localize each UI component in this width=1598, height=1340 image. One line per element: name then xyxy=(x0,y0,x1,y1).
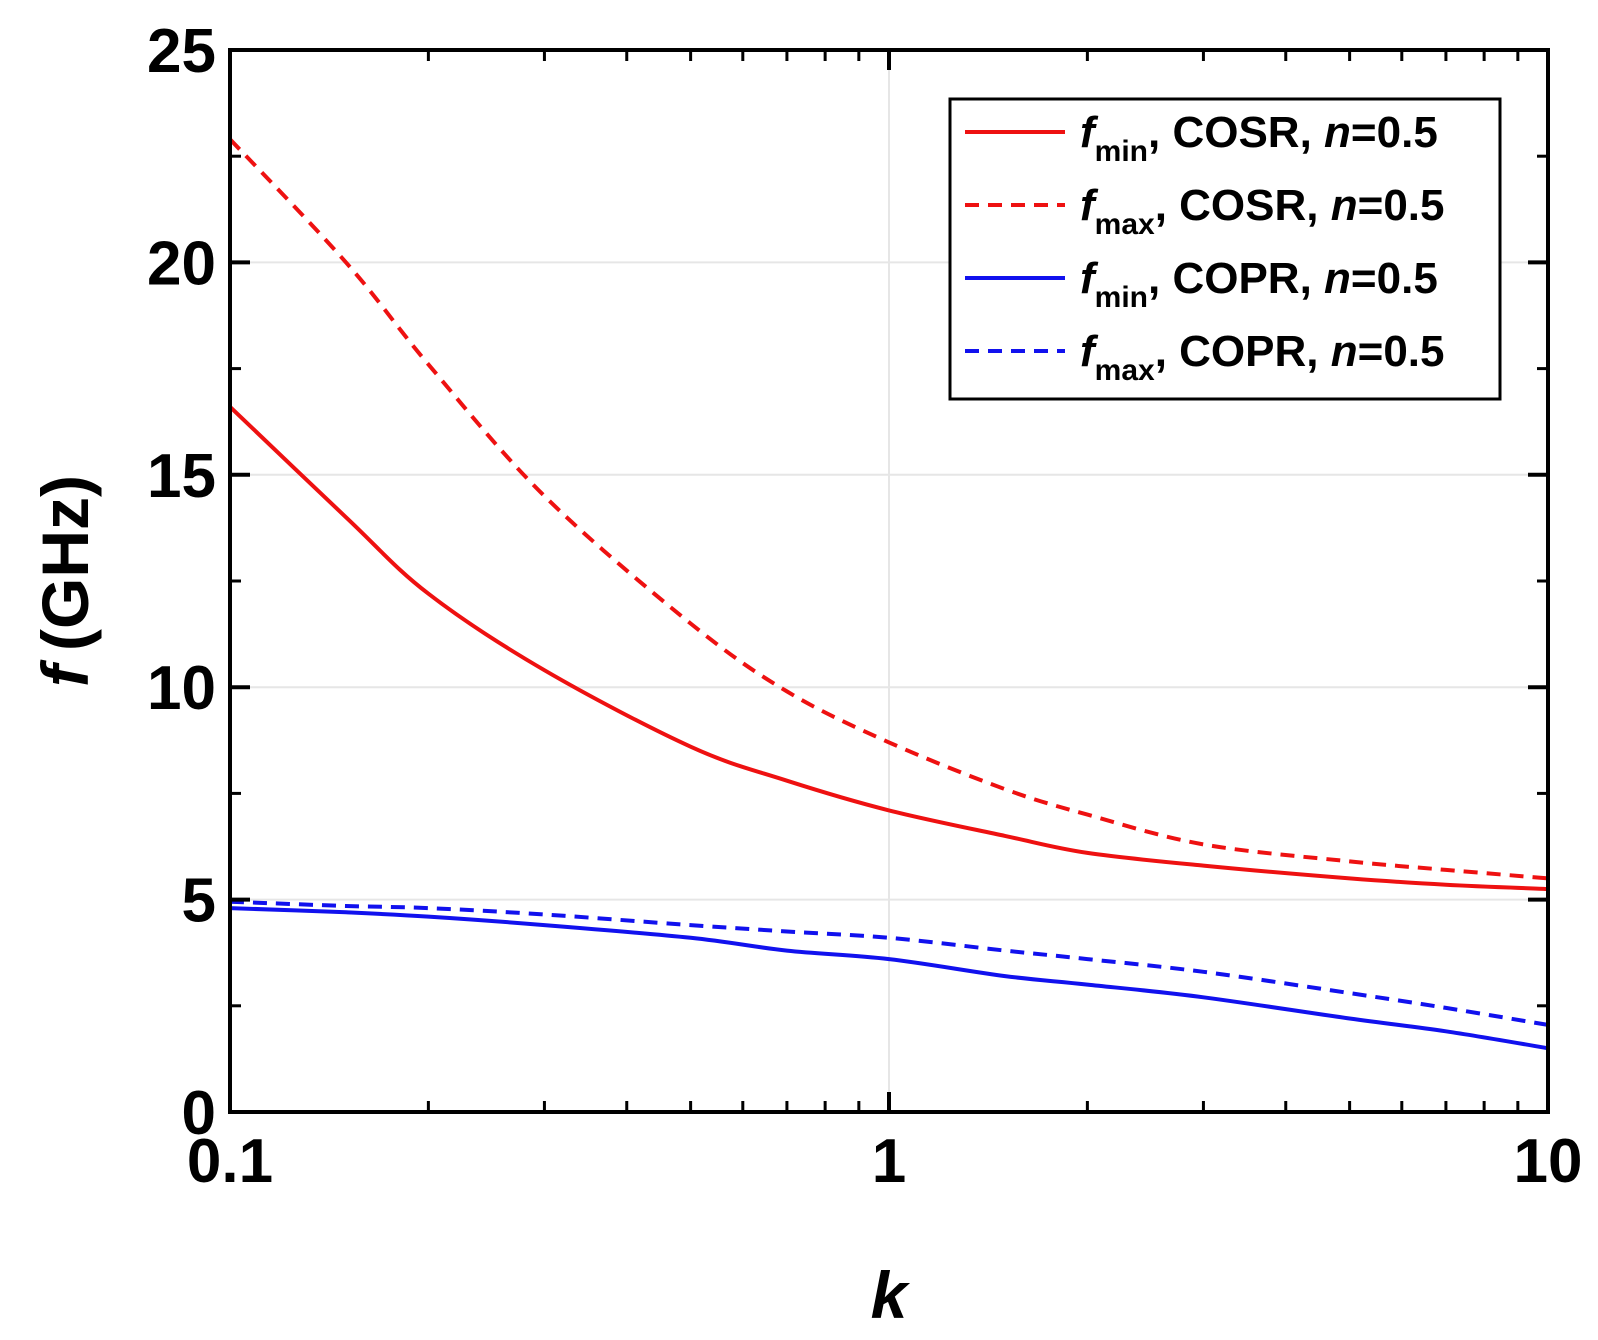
legend-param: n xyxy=(1324,254,1351,303)
legend-text: , COPR, xyxy=(1155,327,1331,376)
y-axis-label: f(GHz) xyxy=(28,475,102,687)
legend-var: f xyxy=(1080,108,1099,157)
legend-var: f xyxy=(1080,254,1099,303)
legend-sub: max xyxy=(1095,208,1155,241)
legend-param: n xyxy=(1331,327,1358,376)
y-tick-label: 0 xyxy=(182,1079,216,1148)
legend-label-3: fmin, COPR, n=0.5 xyxy=(1080,254,1438,314)
legend-param: n xyxy=(1324,108,1351,157)
series-group xyxy=(228,137,1549,1051)
ticks xyxy=(228,48,1550,1114)
x-tick-label: 10 xyxy=(1514,1127,1583,1196)
legend-sub: min xyxy=(1095,135,1148,168)
y-tick-label: 10 xyxy=(147,654,216,723)
series-line-3 xyxy=(229,906,1549,1051)
legend-label-4: fmax, COPR, n=0.5 xyxy=(1080,327,1445,387)
y-axis-label-unit: (GHz) xyxy=(28,475,102,651)
legend-label-1: fmin, COSR, n=0.5 xyxy=(1080,108,1438,168)
grid xyxy=(230,50,1548,1112)
series-line-1 xyxy=(228,405,1549,891)
x-tick-label: 1 xyxy=(872,1127,906,1196)
legend-var: f xyxy=(1080,181,1099,230)
legend-value: =0.5 xyxy=(1358,181,1445,230)
x-tick-label: 0.1 xyxy=(187,1127,273,1196)
series-line-2 xyxy=(228,137,1549,881)
legend-var: f xyxy=(1080,327,1099,376)
x-axis-label: k xyxy=(871,1258,911,1332)
legend-value: =0.5 xyxy=(1351,108,1438,157)
legend-label-2: fmax, COSR, n=0.5 xyxy=(1080,181,1445,241)
legend-sub: max xyxy=(1095,354,1155,387)
y-tick-label: 5 xyxy=(182,867,216,936)
legend-text: , COPR, xyxy=(1148,254,1324,303)
tick-labels: 0 5 10 15 20 25 0.1 1 10 xyxy=(147,17,1582,1196)
legend-value: =0.5 xyxy=(1351,254,1438,303)
y-tick-label: 15 xyxy=(147,442,216,511)
legend-text: , COSR, xyxy=(1148,108,1324,157)
legend-value: =0.5 xyxy=(1358,327,1445,376)
legend-text: , COSR, xyxy=(1155,181,1331,230)
legend-param: n xyxy=(1331,181,1358,230)
legend-sub: min xyxy=(1095,281,1148,314)
y-tick-label: 25 xyxy=(147,17,216,86)
y-tick-label: 20 xyxy=(147,229,216,298)
